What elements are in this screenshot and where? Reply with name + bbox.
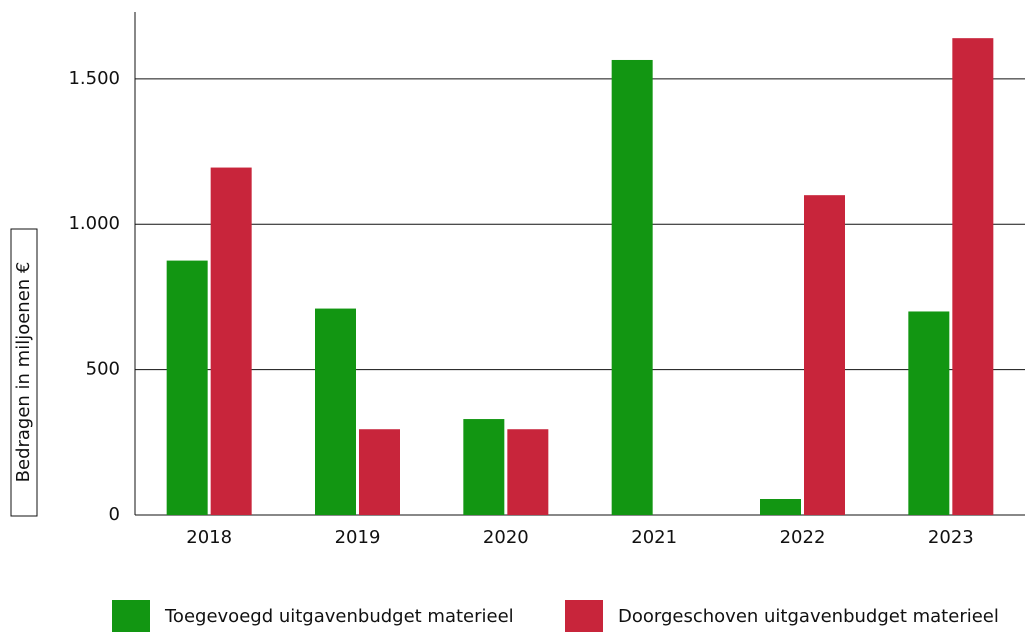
y-tick-label: 1.000 [68, 213, 120, 234]
bar [804, 195, 845, 516]
x-tick-label: 2020 [483, 527, 529, 548]
x-tick-label: 2023 [928, 527, 974, 548]
bar [315, 308, 356, 515]
y-tick-label: 500 [86, 359, 120, 380]
y-label-box [10, 228, 38, 517]
x-tick-label: 2021 [631, 527, 677, 548]
legend-swatch [565, 600, 603, 632]
x-tick-label: 2018 [186, 527, 232, 548]
bar [611, 59, 653, 515]
bar [908, 311, 950, 515]
y-tick-label: 1.500 [68, 68, 120, 89]
legend-swatch [112, 600, 150, 632]
legend-label: Doorgeschoven uitgavenbudget materieel [618, 606, 999, 627]
bar [760, 499, 801, 515]
x-tick-label: 2019 [335, 527, 381, 548]
legend-label: Toegevoegd uitgavenbudget materieel [164, 606, 514, 627]
bar [507, 429, 549, 515]
x-tick-label: 2022 [780, 527, 826, 548]
bar [952, 38, 994, 515]
bar [166, 260, 208, 515]
y-tick-label: 0 [109, 504, 120, 525]
bar [359, 429, 400, 515]
bar [463, 419, 505, 515]
y-axis-label: Bedragen in miljoenen € [13, 262, 34, 483]
bar [210, 167, 252, 516]
